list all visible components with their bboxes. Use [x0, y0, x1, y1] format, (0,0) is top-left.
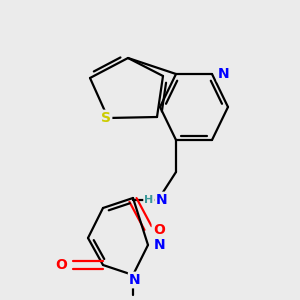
Text: H: H	[144, 195, 154, 205]
Text: S: S	[101, 111, 111, 125]
Text: N: N	[154, 238, 166, 252]
Text: N: N	[129, 273, 141, 287]
Text: O: O	[153, 223, 165, 237]
Text: N: N	[218, 67, 230, 81]
Text: N: N	[156, 193, 168, 207]
Text: O: O	[55, 258, 67, 272]
